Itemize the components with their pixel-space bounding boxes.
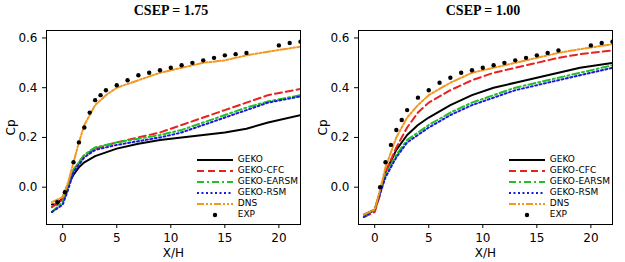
svg-text:0.6: 0.6	[330, 31, 349, 45]
html-text:EXP: EXP	[237, 209, 255, 219]
svg-text:Cp: Cp	[316, 120, 330, 136]
svg-text:10: 10	[475, 231, 490, 245]
svg-text:0.6: 0.6	[18, 31, 37, 45]
svg-text:15: 15	[217, 231, 232, 245]
svg-text:0: 0	[59, 231, 67, 245]
svg-text:0.2: 0.2	[18, 130, 37, 144]
svg-text:0.0: 0.0	[18, 180, 37, 194]
html-text:GEKO-CFC: GEKO-CFC	[237, 165, 285, 175]
svg-text:10: 10	[163, 231, 178, 245]
svg-text:20: 20	[271, 231, 286, 245]
html-text:GEKO-RSM: GEKO-RSM	[549, 187, 599, 197]
svg-text:5: 5	[425, 231, 433, 245]
html-text:GEKO-EARSM: GEKO-EARSM	[549, 176, 610, 186]
html-text:DNS: DNS	[549, 198, 570, 208]
html-text:EXP: EXP	[549, 209, 567, 219]
html-text:CSEP = 1.75: CSEP = 1.75	[133, 3, 209, 18]
svg-text:5: 5	[113, 231, 121, 245]
html-text:DNS: DNS	[237, 198, 258, 208]
html-text:GEKO: GEKO	[549, 154, 575, 164]
svg-text:X/H: X/H	[163, 246, 184, 260]
svg-text:0: 0	[371, 231, 379, 245]
svg-text:0.0: 0.0	[330, 180, 349, 194]
html-text:GEKO: GEKO	[237, 154, 263, 164]
html-text:GEKO-RSM: GEKO-RSM	[237, 187, 287, 197]
svg-text:0.4: 0.4	[330, 81, 349, 95]
svg-text:20: 20	[583, 231, 598, 245]
html-text:CSEP = 1.00: CSEP = 1.00	[445, 3, 521, 18]
svg-text:0.2: 0.2	[330, 130, 349, 144]
svg-text:X/H: X/H	[475, 246, 496, 260]
svg-text:0.4: 0.4	[18, 81, 37, 95]
svg-text:15: 15	[529, 231, 544, 245]
html-text:GEKO-EARSM: GEKO-EARSM	[237, 176, 298, 186]
html-text:GEKO-CFC: GEKO-CFC	[549, 165, 597, 175]
svg-text:Cp: Cp	[4, 120, 18, 136]
